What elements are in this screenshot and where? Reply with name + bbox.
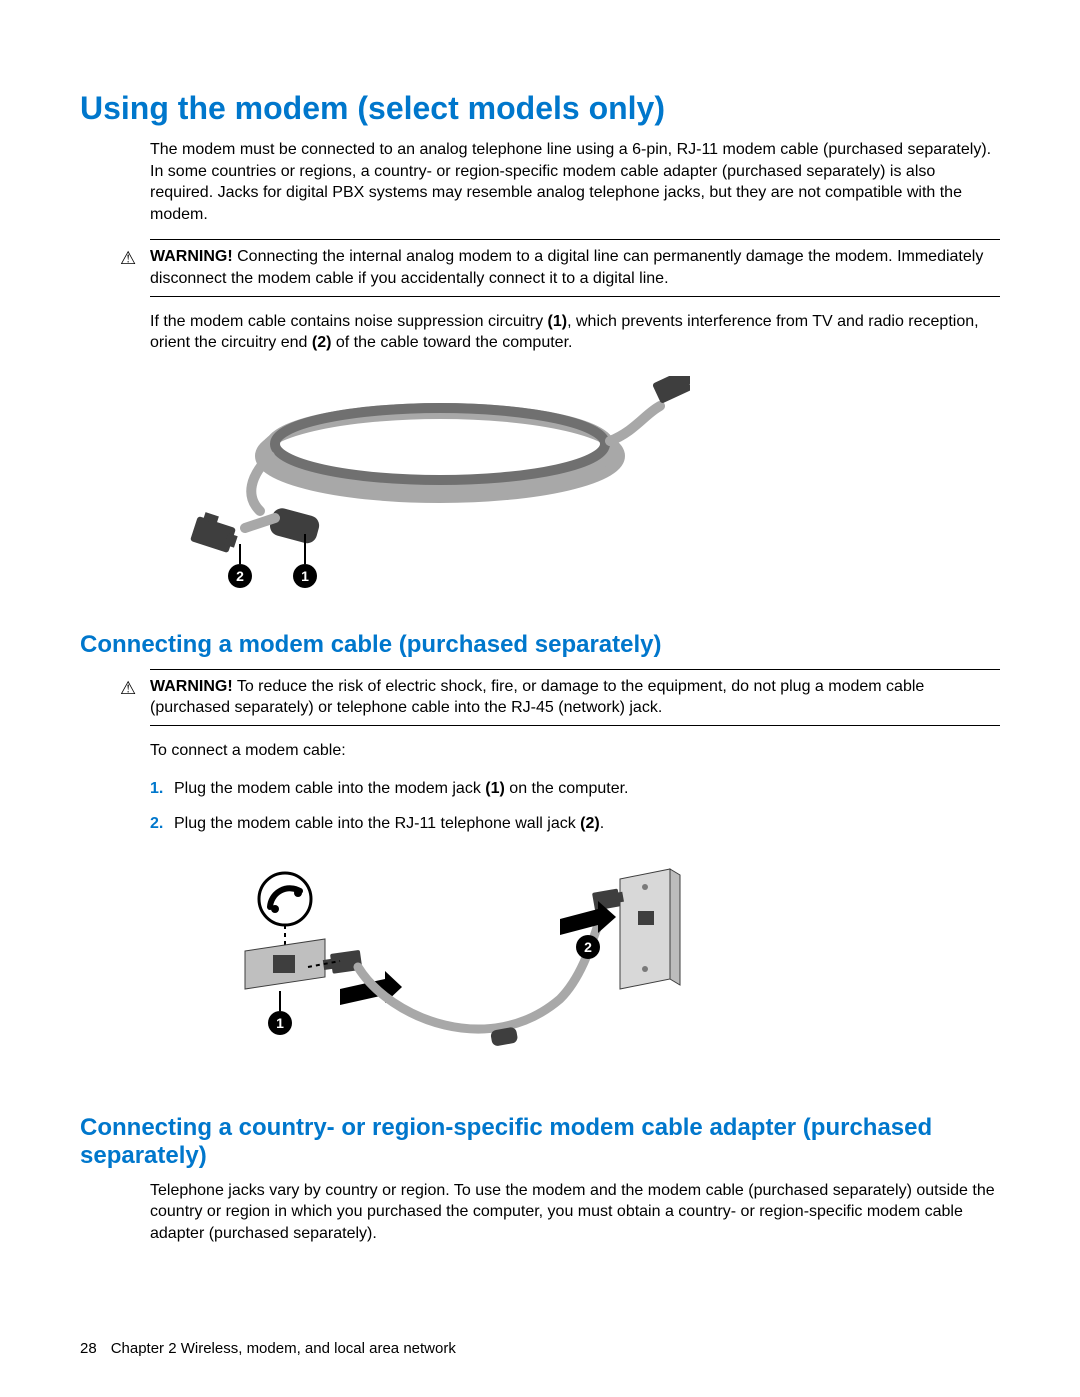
tail-paragraph: Telephone jacks vary by country or regio…	[150, 1180, 1000, 1245]
callout-2: 2	[584, 939, 592, 955]
warning-block-1: ⚠ WARNING! Connecting the internal analo…	[150, 239, 1000, 296]
step-1: 1.Plug the modem cable into the modem ja…	[174, 776, 1000, 802]
noise-pre: If the modem cable contains noise suppre…	[150, 313, 548, 330]
intro-paragraph: The modem must be connected to an analog…	[150, 139, 1000, 225]
subsection-title-b: Connecting a country- or region-specific…	[80, 1114, 1000, 1170]
warning-2-text: To reduce the risk of electric shock, fi…	[150, 678, 924, 717]
modem-connection-illustration: 1 2	[190, 859, 690, 1079]
document-page: Using the modem (select models only) The…	[0, 0, 1080, 1397]
step-2-post: .	[600, 815, 604, 832]
modem-cable-illustration: 1 2	[190, 376, 690, 596]
steps-list: 1.Plug the modem cable into the modem ja…	[150, 776, 1000, 837]
warning-label: WARNING!	[150, 678, 233, 695]
warning-icon: ⚠	[120, 246, 136, 270]
step-number: 2.	[150, 811, 174, 837]
figure-2: 1 2	[150, 851, 1000, 1096]
intro-text: The modem must be connected to an analog…	[150, 139, 1000, 225]
warning-1-text: Connecting the internal analog modem to …	[150, 248, 983, 287]
callout-2: 2	[236, 568, 244, 584]
figure-1: 1 2	[150, 368, 1000, 613]
step-2-ref: (2)	[580, 815, 600, 832]
step-1-ref: (1)	[485, 780, 505, 797]
noise-post: of the cable toward the computer.	[331, 334, 572, 351]
step-2-pre: Plug the modem cable into the RJ-11 tele…	[174, 815, 580, 832]
callout-1: 1	[301, 568, 309, 584]
warning-block-2: ⚠ WARNING! To reduce the risk of electri…	[150, 669, 1000, 726]
page-title: Using the modem (select models only)	[80, 90, 1000, 127]
chapter-label: Chapter 2 Wireless, modem, and local are…	[111, 1340, 456, 1357]
page-number: 28	[80, 1340, 97, 1357]
step-1-pre: Plug the modem cable into the modem jack	[174, 780, 485, 797]
step-2: 2.Plug the modem cable into the RJ-11 te…	[174, 811, 1000, 837]
step-1-post: on the computer.	[505, 780, 629, 797]
noise-paragraph: If the modem cable contains noise suppre…	[150, 311, 1000, 354]
warning-icon: ⚠	[120, 676, 136, 700]
callout-ref-2: (2)	[312, 334, 332, 351]
warning-label: WARNING!	[150, 248, 233, 265]
step-number: 1.	[150, 776, 174, 802]
callout-ref-1: (1)	[548, 313, 568, 330]
page-footer: 28 Chapter 2 Wireless, modem, and local a…	[80, 1340, 456, 1357]
subsection-title-a: Connecting a modem cable (purchased sepa…	[80, 631, 1000, 659]
connect-lead-block: To connect a modem cable: 1.Plug the mod…	[150, 740, 1000, 837]
connect-lead: To connect a modem cable:	[150, 740, 1000, 762]
callout-1: 1	[276, 1015, 284, 1031]
tail-text: Telephone jacks vary by country or regio…	[150, 1180, 1000, 1245]
